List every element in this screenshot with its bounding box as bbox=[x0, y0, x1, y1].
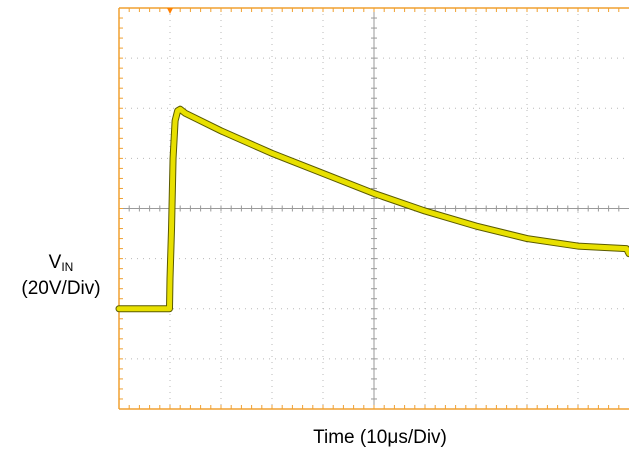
y-axis-symbol: V bbox=[48, 252, 62, 273]
trigger-marker bbox=[167, 8, 173, 14]
y-axis-subscript: IN bbox=[61, 260, 74, 274]
y-axis-scale: (20V/Div) bbox=[21, 278, 101, 299]
y-axis-label: VIN (20V/Div) bbox=[4, 252, 118, 300]
x-axis-label: Time (10μs/Div) bbox=[313, 427, 447, 448]
series-trace bbox=[116, 106, 629, 312]
